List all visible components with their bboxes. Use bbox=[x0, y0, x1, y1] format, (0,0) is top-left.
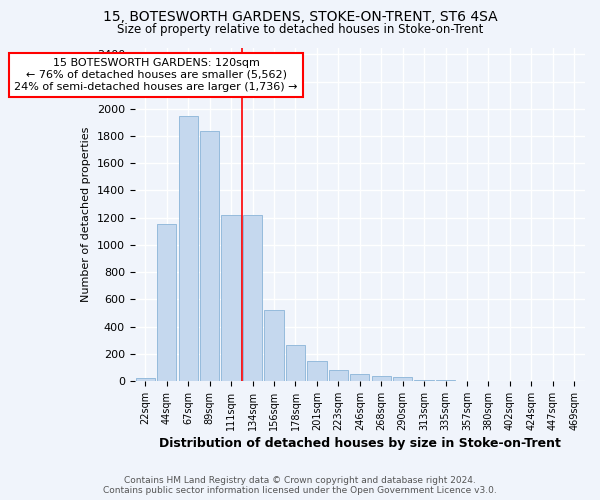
Bar bbox=[371, 376, 391, 381]
Bar bbox=[329, 370, 348, 381]
Text: 15, BOTESWORTH GARDENS, STOKE-ON-TRENT, ST6 4SA: 15, BOTESWORTH GARDENS, STOKE-ON-TRENT, … bbox=[103, 10, 497, 24]
Bar bbox=[307, 361, 326, 381]
Bar bbox=[265, 310, 284, 381]
Bar bbox=[350, 374, 370, 381]
Bar bbox=[243, 215, 262, 381]
Bar bbox=[179, 116, 198, 381]
Bar bbox=[200, 130, 220, 381]
X-axis label: Distribution of detached houses by size in Stoke-on-Trent: Distribution of detached houses by size … bbox=[159, 437, 561, 450]
Bar bbox=[393, 377, 412, 381]
Bar bbox=[221, 215, 241, 381]
Text: 15 BOTESWORTH GARDENS: 120sqm
← 76% of detached houses are smaller (5,562)
24% o: 15 BOTESWORTH GARDENS: 120sqm ← 76% of d… bbox=[14, 58, 298, 92]
Bar bbox=[415, 380, 434, 381]
Y-axis label: Number of detached properties: Number of detached properties bbox=[81, 126, 91, 302]
Text: Size of property relative to detached houses in Stoke-on-Trent: Size of property relative to detached ho… bbox=[117, 22, 483, 36]
Bar bbox=[436, 380, 455, 381]
Text: Contains HM Land Registry data © Crown copyright and database right 2024.
Contai: Contains HM Land Registry data © Crown c… bbox=[103, 476, 497, 495]
Bar bbox=[286, 345, 305, 381]
Bar bbox=[136, 378, 155, 381]
Bar bbox=[157, 224, 176, 381]
